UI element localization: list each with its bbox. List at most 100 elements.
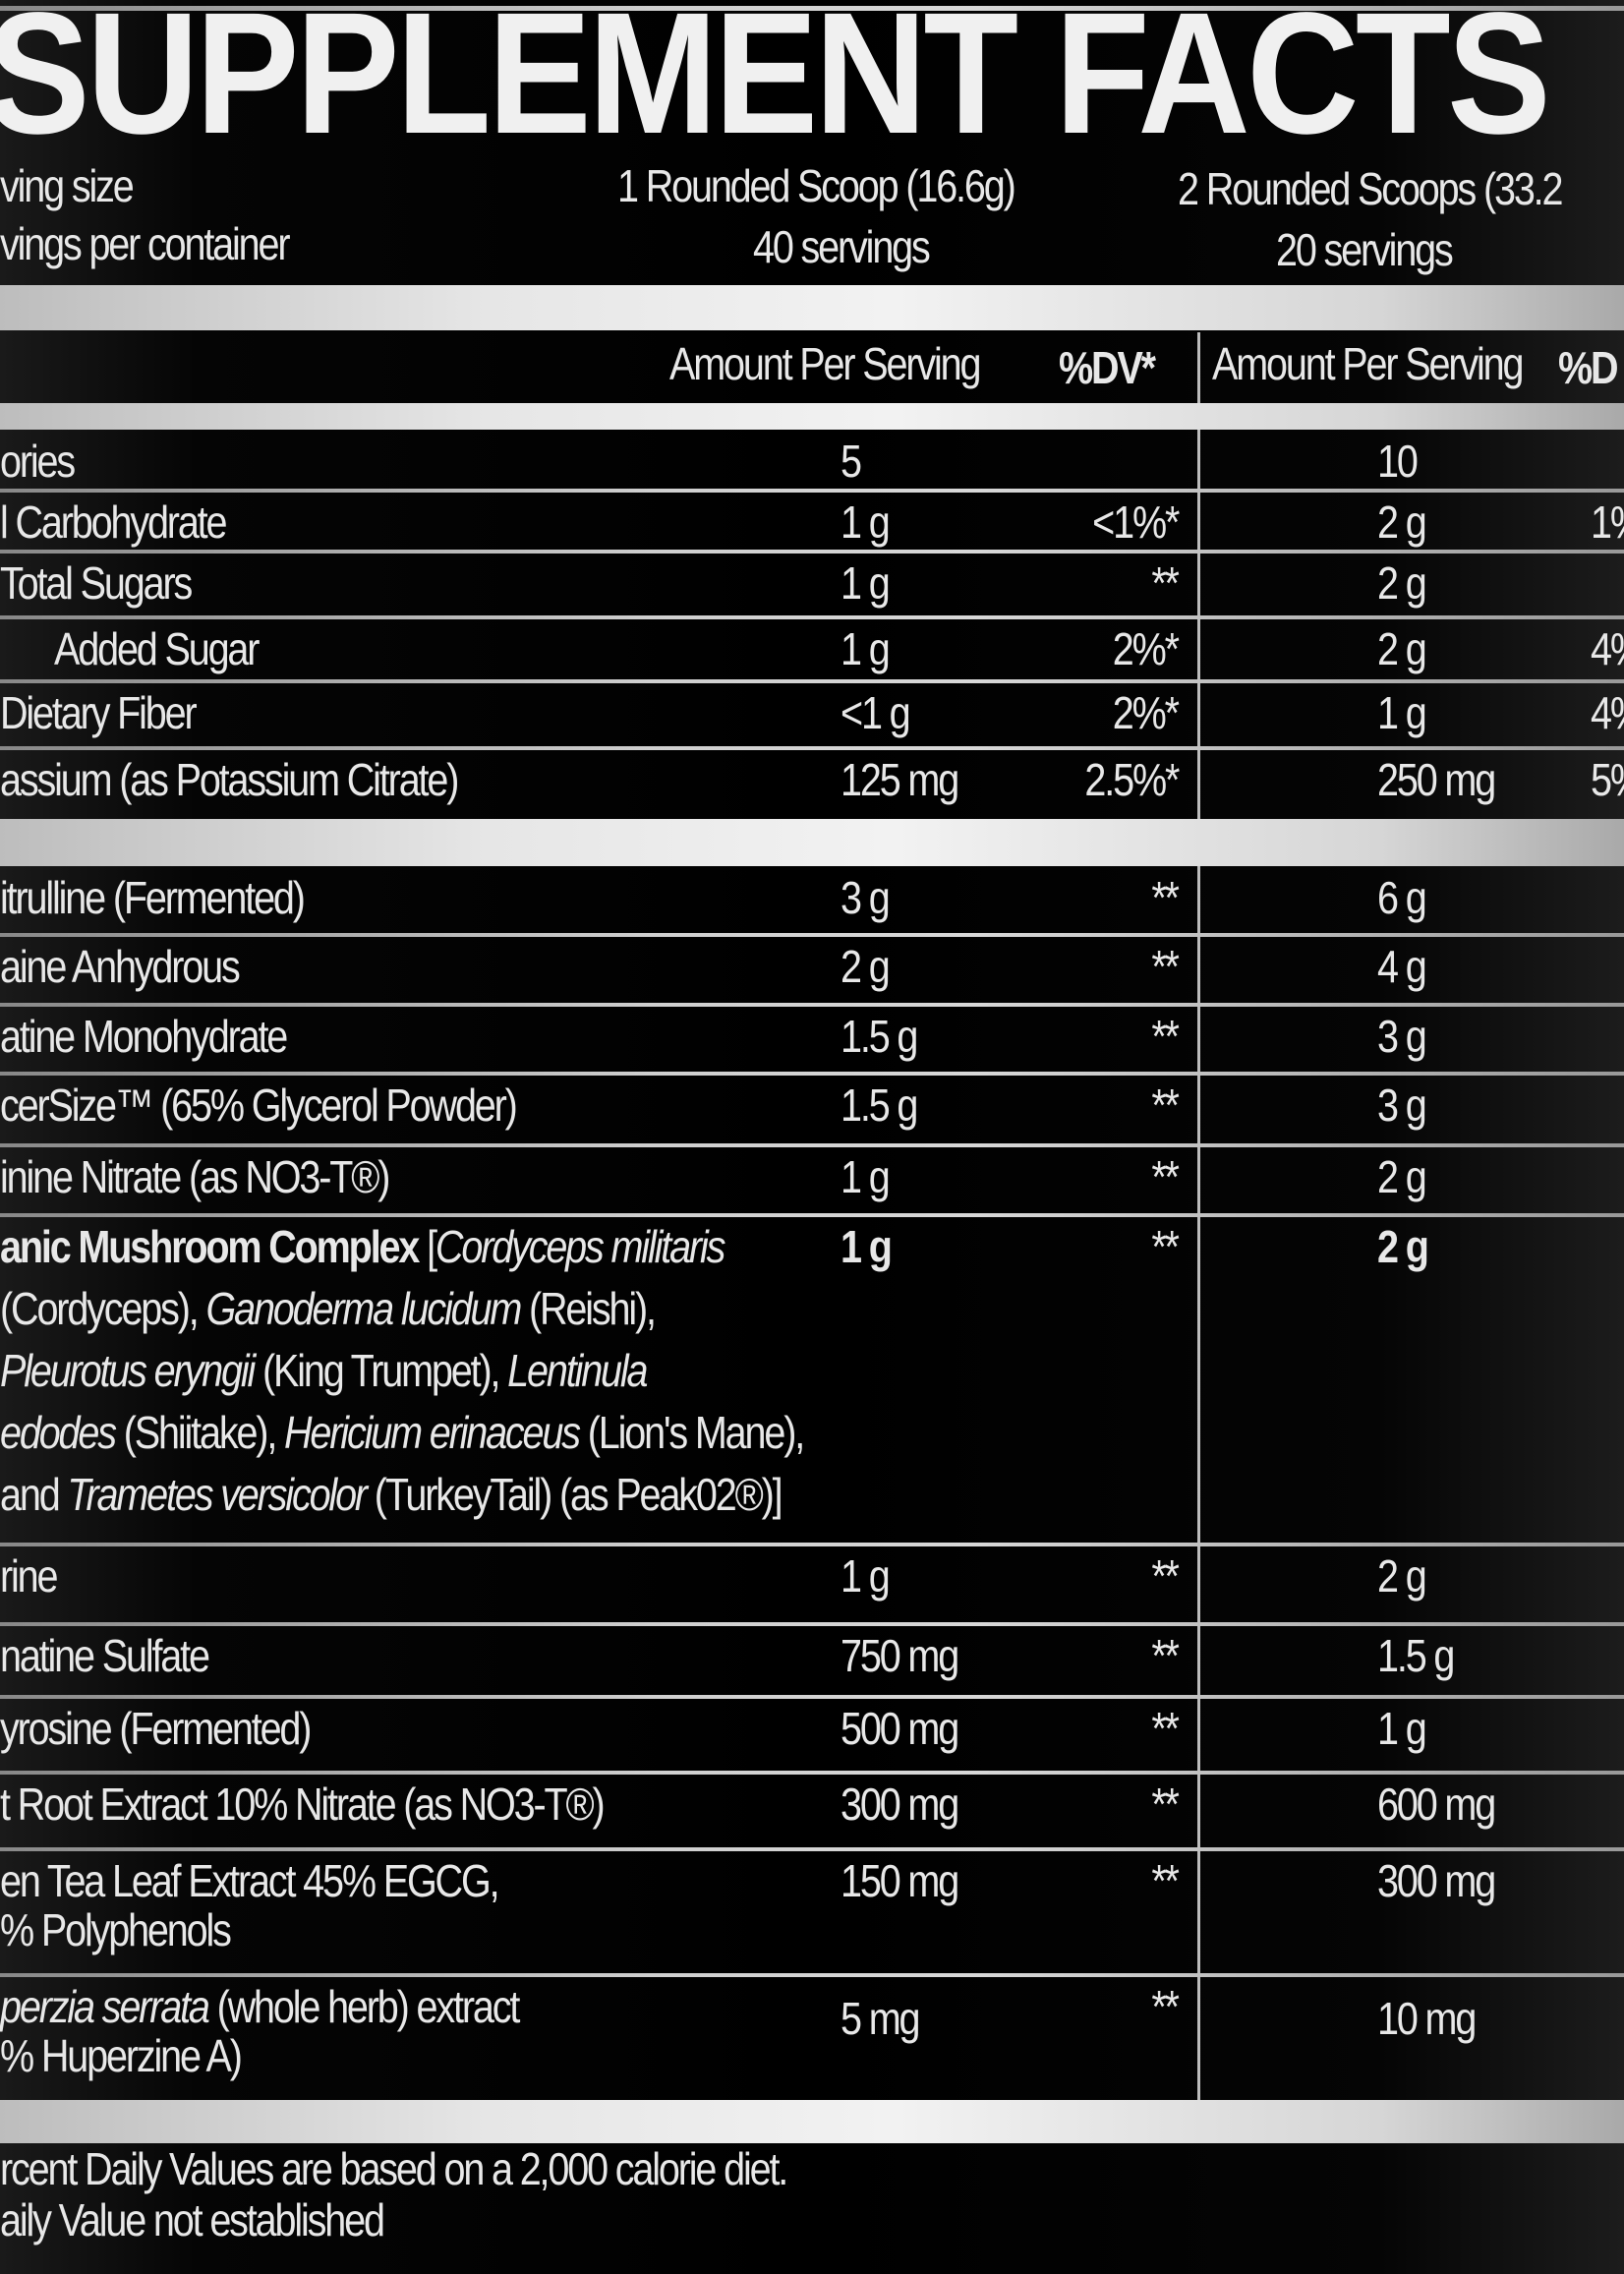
- amount-1: 1.5 g: [841, 1079, 918, 1131]
- column-divider: [1197, 866, 1200, 935]
- ingredient-name: ories: [0, 436, 76, 487]
- dv-1: **: [1151, 1011, 1181, 1062]
- ingredient-text: (Reishi),: [520, 1283, 657, 1334]
- ingredient-name: Total Sugars: [0, 557, 193, 609]
- column-divider: [1197, 748, 1200, 819]
- dv-1: **: [1151, 1550, 1181, 1602]
- amount-1: 3 g: [841, 872, 891, 923]
- amount-1: 1.5 g: [841, 1011, 918, 1062]
- amount-2: 2 g: [1377, 1550, 1427, 1602]
- ingredient-name-rest: (whole herb) extract: [207, 1981, 521, 2032]
- mushroom-complex-line: edodes (Shiitake), Hericium erinaceus (L…: [0, 1407, 805, 1458]
- amount-2: 10 mg: [1377, 1993, 1477, 2044]
- ingredient-name: cerSize™ (65% Glycerol Powder): [0, 1079, 518, 1131]
- ingredient-text: (TurkeyTail) (as Peak02®)]: [365, 1469, 783, 1520]
- row-rule: [0, 1003, 1624, 1007]
- amount-2: 300 mg: [1377, 1855, 1496, 1906]
- row-rule: [0, 1771, 1624, 1775]
- top-rule: [0, 6, 1624, 11]
- serving-size-label: ving size: [0, 160, 135, 211]
- ingredient-name: perzia serrata (whole herb) extract: [0, 1981, 521, 2032]
- dv-2: 1%: [1591, 496, 1624, 548]
- dv-1: **: [1151, 1981, 1181, 2032]
- dv-2: 4%: [1591, 623, 1624, 674]
- mushroom-complex-line: Pleurotus eryngii (King Trumpet), Lentin…: [0, 1345, 649, 1396]
- column-divider: [1197, 491, 1200, 552]
- amount-1: 2 g: [841, 941, 891, 992]
- row-rule: [0, 550, 1624, 554]
- ingredient-text: Pleurotus eryngii: [0, 1345, 256, 1396]
- ingredient-text: Lentinula: [507, 1345, 648, 1396]
- ingredient-name: en Tea Leaf Extract 45% EGCG,: [0, 1855, 500, 1906]
- ingredient-name: rine: [0, 1550, 59, 1602]
- dv-1: **: [1151, 1855, 1181, 1906]
- column-divider: [1197, 552, 1200, 617]
- ingredient-name: inine Nitrate (as NO3-T®): [0, 1151, 390, 1202]
- amount-2: 1 g: [1377, 1703, 1427, 1754]
- serving-size-col2: 2 Rounded Scoops (33.2: [1178, 163, 1564, 214]
- dv-1: 2.5%*: [1084, 754, 1180, 805]
- ingredient-name: assium (as Potassium Citrate): [0, 754, 459, 805]
- row-rule: [0, 933, 1624, 937]
- servings-col2: 20 servings: [1276, 224, 1454, 275]
- amount-2: 600 mg: [1377, 1778, 1496, 1830]
- ingredient-text: [: [427, 1221, 437, 1272]
- row-rule: [0, 1143, 1624, 1147]
- column-divider: [1197, 1145, 1200, 1215]
- dv-2: 4%: [1591, 687, 1624, 738]
- ingredient-name: atine Monohydrate: [0, 1011, 288, 1062]
- amount-1: 750 mg: [841, 1630, 959, 1681]
- amount-1: 5 mg: [841, 1993, 921, 2044]
- footnote-daily-values: rcent Daily Values are based on a 2,000 …: [0, 2143, 788, 2194]
- dv-1: **: [1151, 1630, 1181, 1681]
- amount-2: 250 mg: [1377, 754, 1496, 805]
- ingredient-text: (King Trumpet),: [254, 1345, 508, 1396]
- column-divider: [1197, 430, 1200, 491]
- column-divider: [1197, 1697, 1200, 1773]
- dv-1: **: [1151, 1778, 1181, 1830]
- amount-1: 1 g: [841, 1151, 891, 1202]
- amount-2: 2 g: [1377, 1221, 1429, 1272]
- amount-2: 4 g: [1377, 941, 1427, 992]
- ingredient-name: l Carbohydrate: [0, 496, 228, 548]
- amount-1: 1 g: [841, 1550, 891, 1602]
- amount-1: 300 mg: [841, 1778, 959, 1830]
- dv-2: 5%: [1591, 754, 1624, 805]
- amount-2: 2 g: [1377, 557, 1427, 609]
- serving-size-col1: 1 Rounded Scoop (16.6g): [617, 160, 1016, 211]
- mushroom-complex-line: (Cordyceps), Ganoderma lucidum (Reishi),: [0, 1283, 657, 1334]
- dv-1: **: [1151, 1079, 1181, 1131]
- amount-2: 3 g: [1377, 1011, 1427, 1062]
- amount-1: 1 g: [841, 1221, 893, 1272]
- ingredient-name: itrulline (Fermented): [0, 872, 306, 923]
- dv-1: <1%*: [1091, 496, 1180, 548]
- separator-band: [0, 819, 1624, 866]
- servings-per-container-label: vings per container: [0, 218, 291, 269]
- dv-1: **: [1151, 941, 1181, 992]
- row-rule: [0, 1072, 1624, 1076]
- ingredient-text: anic Mushroom Complex: [0, 1221, 428, 1272]
- ingredient-text: (Cordyceps),: [0, 1283, 206, 1334]
- amount-1: <1 g: [841, 687, 911, 738]
- amount-1: 500 mg: [841, 1703, 959, 1754]
- column-divider: [1197, 617, 1200, 681]
- amount-2: 1 g: [1377, 687, 1427, 738]
- ingredient-text: edodes: [0, 1407, 117, 1458]
- column-divider: [1197, 1624, 1200, 1697]
- column-divider: [1197, 332, 1200, 403]
- dv-1: **: [1151, 1151, 1181, 1202]
- ingredient-name: Dietary Fiber: [0, 687, 198, 738]
- ingredient-name: aine Anhydrous: [0, 941, 241, 992]
- column-divider: [1197, 1773, 1200, 1849]
- mushroom-complex-line: and Trametes versicolor (TurkeyTail) (as…: [0, 1469, 783, 1520]
- column-divider: [1197, 935, 1200, 1005]
- column-divider: [1197, 681, 1200, 748]
- ingredient-text: Ganoderma lucidum: [205, 1283, 522, 1334]
- dv-1: **: [1151, 1703, 1181, 1754]
- ingredient-name: yrosine (Fermented): [0, 1703, 312, 1754]
- row-rule: [0, 1695, 1624, 1699]
- header-amount-1: Amount Per Serving: [669, 338, 981, 389]
- label-title: SUPPLEMENT FACTS: [0, 0, 1551, 170]
- amount-1: 1 g: [841, 623, 891, 674]
- row-rule: [0, 1213, 1624, 1217]
